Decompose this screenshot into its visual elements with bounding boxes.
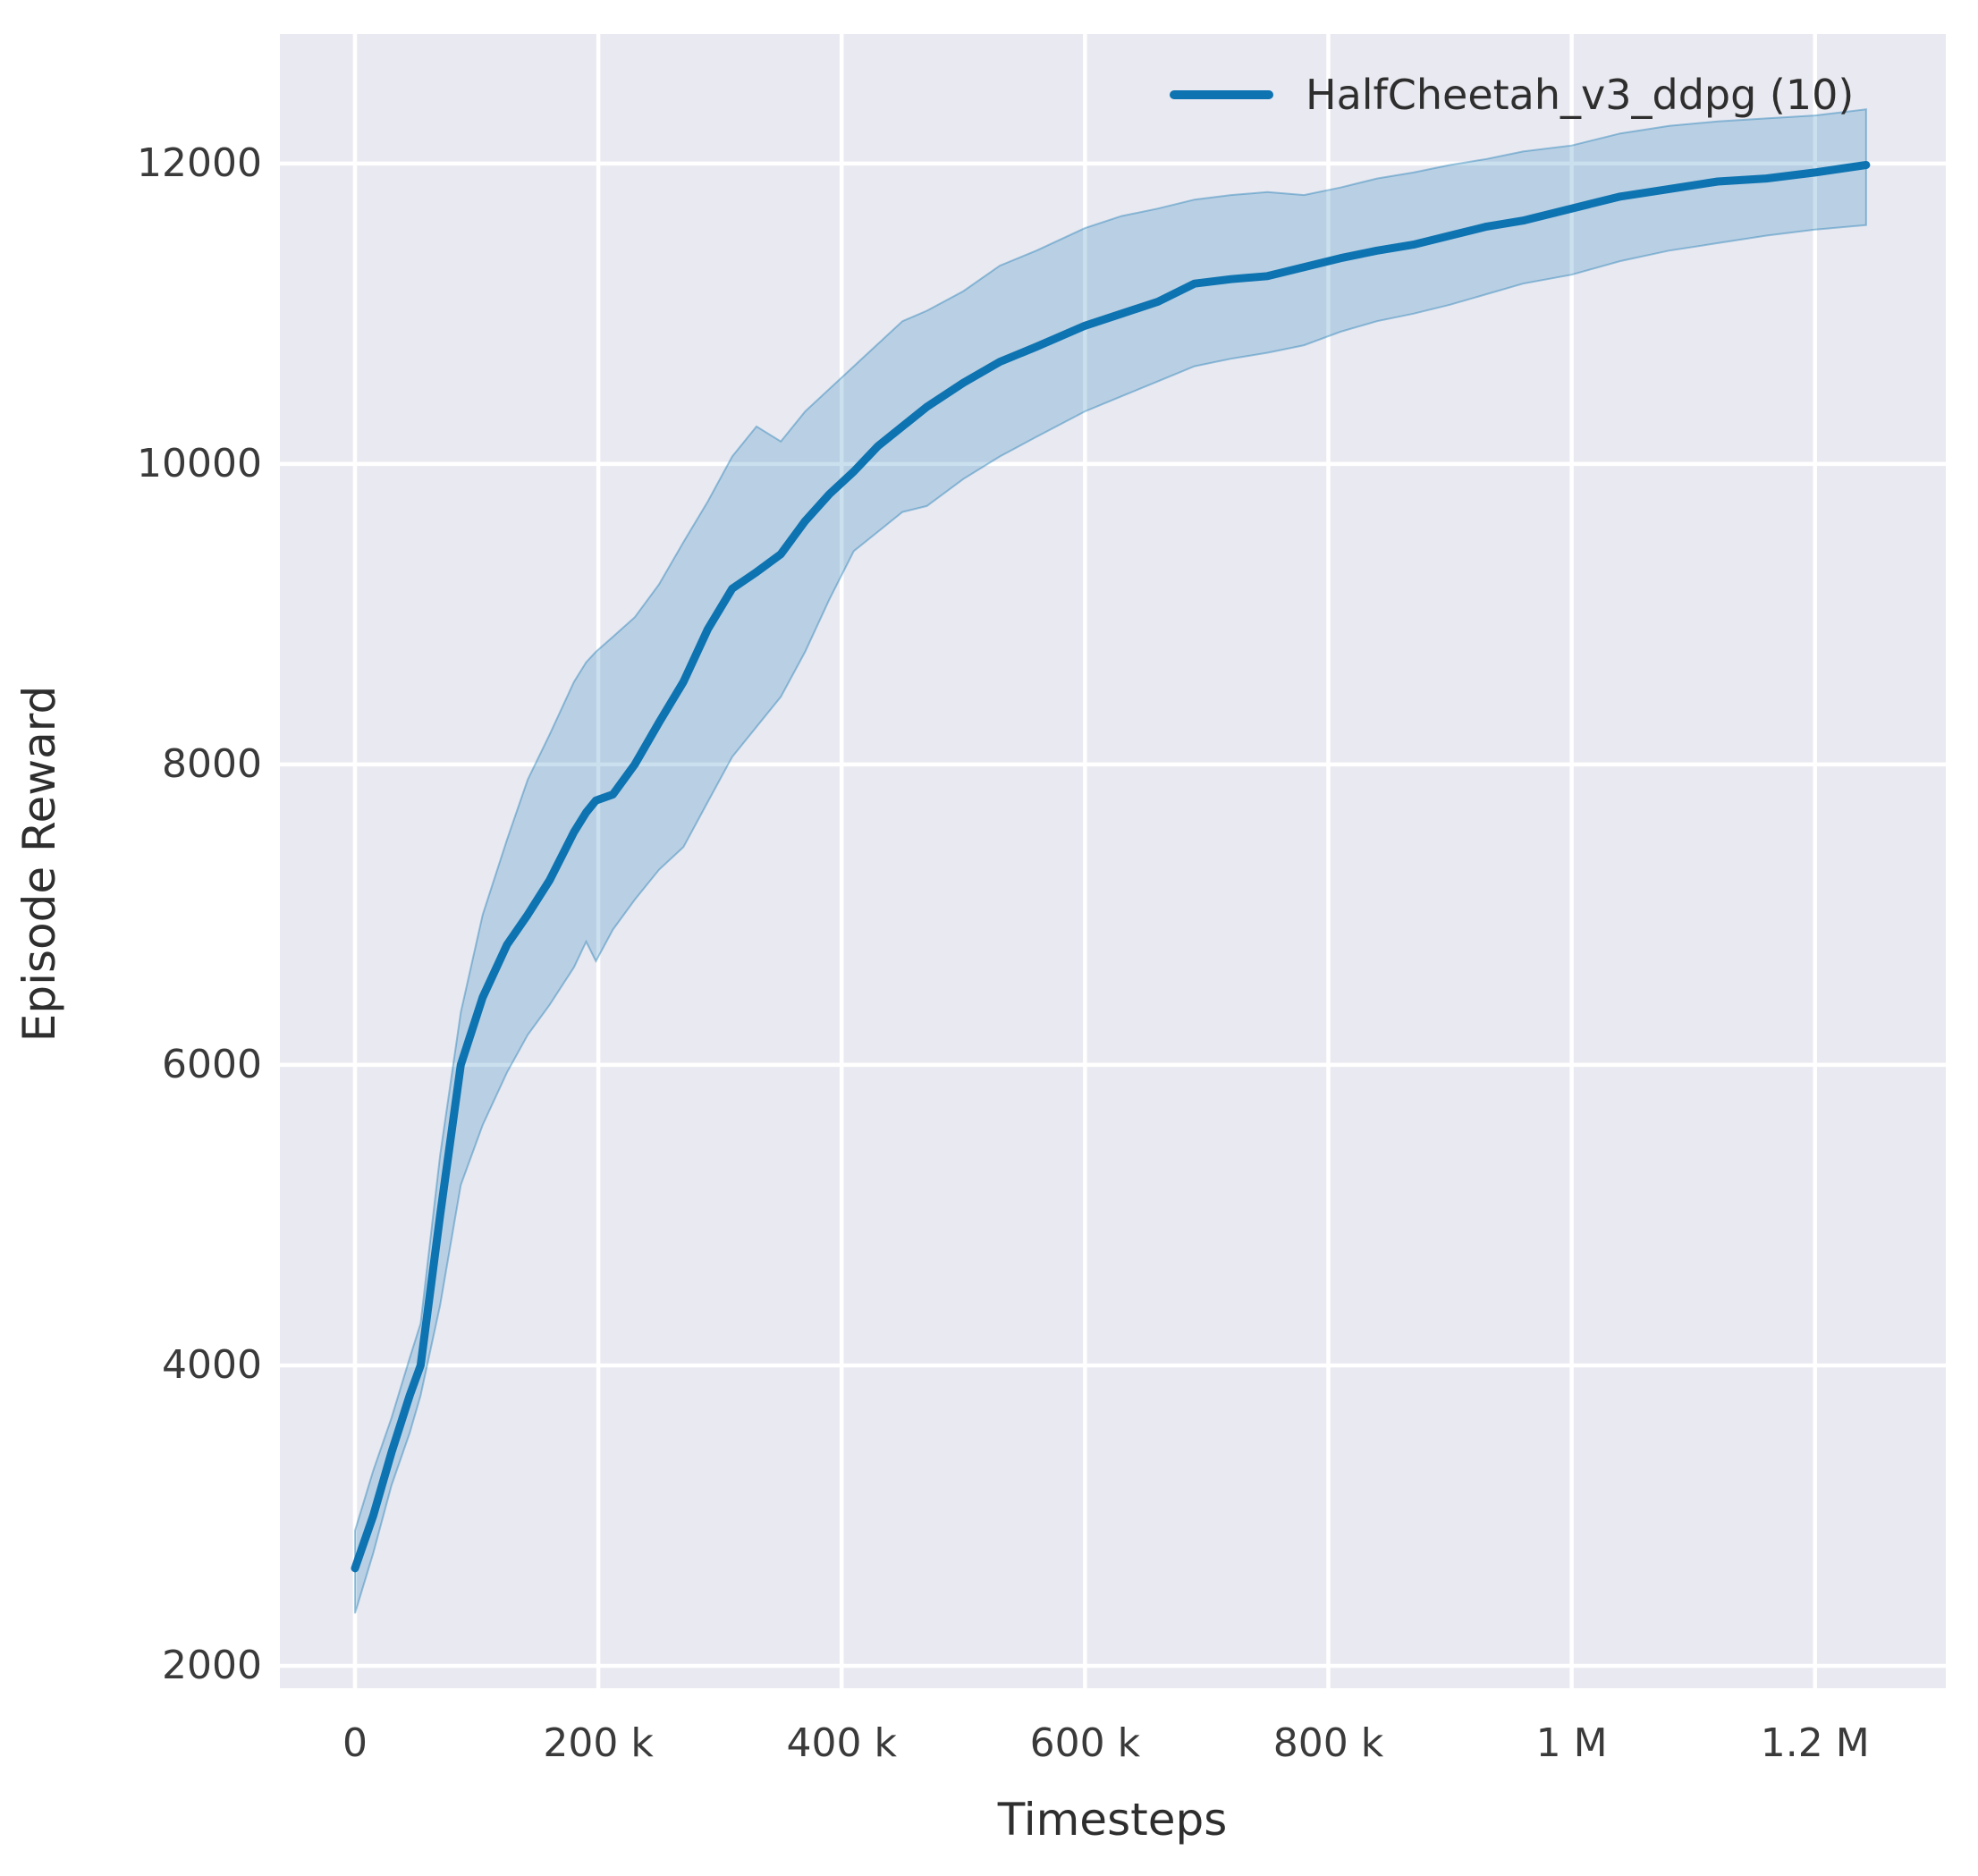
legend-label: HalfCheetah_v3_ddpg (10) <box>1306 71 1855 119</box>
x-tick-label: 1.2 M <box>1760 1720 1870 1766</box>
mean-line <box>351 161 1871 1573</box>
y-tick-label: 4000 <box>162 1341 262 1388</box>
legend: HalfCheetah_v3_ddpg (10) <box>1170 70 1854 120</box>
legend-line-swatch <box>1170 90 1273 99</box>
chart-svg <box>280 34 1946 1688</box>
x-axis-label: Timesteps <box>997 1794 1228 1846</box>
y-tick-label: 12000 <box>137 139 262 186</box>
confidence-band <box>354 108 1867 1614</box>
y-tick-label: 8000 <box>162 740 262 787</box>
x-tick-label: 400 k <box>786 1720 897 1766</box>
plot-area <box>280 34 1946 1688</box>
x-tick-label: 600 k <box>1029 1720 1141 1766</box>
x-tick-label: 0 <box>342 1720 368 1766</box>
x-tick-label: 1 M <box>1535 1720 1608 1766</box>
x-tick-label: 200 k <box>543 1720 654 1766</box>
x-tick-label: 800 k <box>1272 1720 1384 1766</box>
y-axis-label: Episode Reward <box>13 685 65 1043</box>
y-tick-label: 10000 <box>137 440 262 486</box>
y-tick-label: 2000 <box>162 1642 262 1688</box>
y-tick-label: 6000 <box>162 1041 262 1087</box>
